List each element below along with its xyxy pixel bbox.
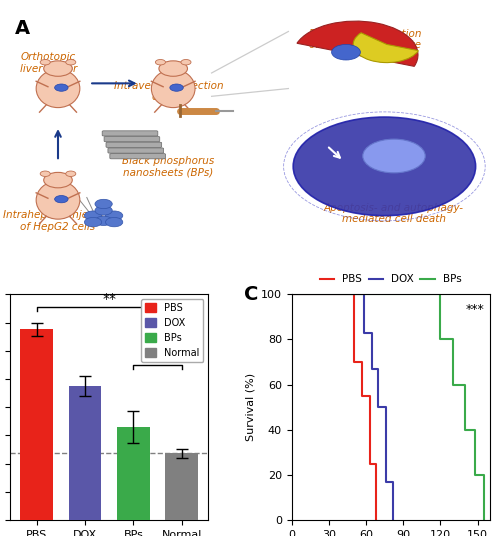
Wedge shape <box>297 21 418 66</box>
Text: Orthotopic
liver tumor: Orthotopic liver tumor <box>20 52 77 74</box>
Legend: PBS, DOX, BPs, Normal: PBS, DOX, BPs, Normal <box>141 299 204 362</box>
Bar <box>68 386 102 520</box>
Text: C: C <box>244 285 258 304</box>
Text: Passive accumulation
of BPs into tumor site: Passive accumulation of BPs into tumor s… <box>309 29 422 50</box>
Text: A: A <box>15 19 30 38</box>
Circle shape <box>332 44 360 60</box>
Circle shape <box>84 218 102 227</box>
Circle shape <box>363 139 425 173</box>
Ellipse shape <box>152 70 195 108</box>
Text: Intravenous injection
of BPs: Intravenous injection of BPs <box>114 81 223 102</box>
Text: Black phosphorus
nanosheets (BPs): Black phosphorus nanosheets (BPs) <box>122 156 214 177</box>
FancyBboxPatch shape <box>102 131 158 136</box>
Ellipse shape <box>36 181 80 219</box>
Ellipse shape <box>156 59 166 65</box>
Circle shape <box>106 218 123 227</box>
Circle shape <box>106 211 123 220</box>
FancyBboxPatch shape <box>110 154 166 159</box>
Circle shape <box>84 211 102 220</box>
Y-axis label: Survival (%): Survival (%) <box>246 373 256 441</box>
Bar <box>117 427 150 520</box>
Ellipse shape <box>159 61 188 76</box>
Bar <box>166 453 198 520</box>
Ellipse shape <box>40 59 50 65</box>
Text: Intrahepatic injection
of HepG2 cells: Intrahepatic injection of HepG2 cells <box>2 211 114 232</box>
Circle shape <box>170 84 183 91</box>
Circle shape <box>95 216 112 226</box>
Circle shape <box>95 199 112 209</box>
Ellipse shape <box>66 171 76 176</box>
Ellipse shape <box>40 171 50 176</box>
Ellipse shape <box>66 59 76 65</box>
Ellipse shape <box>44 173 72 188</box>
Bar <box>20 329 53 520</box>
Circle shape <box>54 196 68 203</box>
Text: ***: *** <box>466 303 484 316</box>
Ellipse shape <box>44 61 72 76</box>
Wedge shape <box>353 33 418 63</box>
Text: *: * <box>154 349 161 364</box>
Circle shape <box>293 117 476 215</box>
Text: Apoptosis- and autophagy-
mediated cell death: Apoptosis- and autophagy- mediated cell … <box>324 203 464 224</box>
Circle shape <box>54 84 68 91</box>
Legend: PBS, DOX, BPs: PBS, DOX, BPs <box>316 270 466 288</box>
Ellipse shape <box>36 70 80 108</box>
Circle shape <box>95 206 112 215</box>
Ellipse shape <box>181 59 191 65</box>
FancyBboxPatch shape <box>104 137 160 142</box>
FancyBboxPatch shape <box>106 142 162 147</box>
FancyBboxPatch shape <box>108 148 164 153</box>
Text: **: ** <box>102 292 116 306</box>
